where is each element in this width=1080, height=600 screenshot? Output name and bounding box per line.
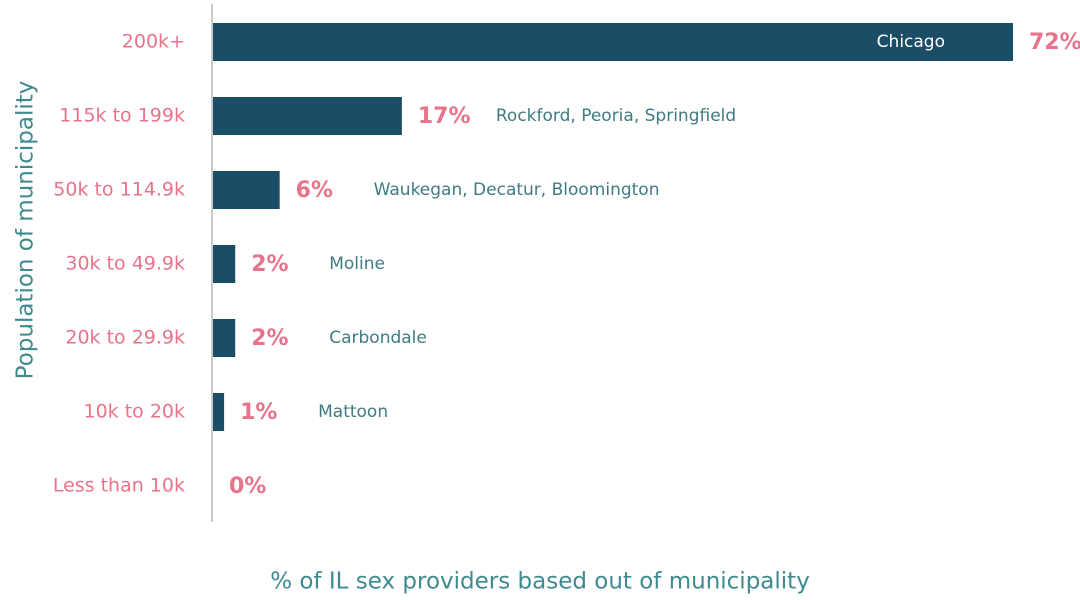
value-label: 6%	[296, 178, 333, 203]
y-tick-label: 20k to 29.9k	[65, 327, 185, 349]
y-tick-label: 10k to 20k	[83, 401, 185, 423]
value-label: 2%	[251, 252, 288, 277]
x-axis-title: % of IL sex providers based out of munic…	[270, 569, 810, 595]
y-tick-label: 30k to 49.9k	[65, 253, 185, 275]
annotation: Carbondale	[329, 328, 427, 348]
value-label: 2%	[251, 326, 288, 351]
value-label: 0%	[229, 474, 266, 499]
annotation: Waukegan, Decatur, Bloomington	[374, 180, 660, 200]
y-tick-label: 115k to 199k	[59, 105, 185, 127]
bar	[213, 319, 236, 357]
bar	[213, 245, 236, 283]
y-tick-label: 200k+	[122, 31, 185, 53]
bar	[213, 23, 1013, 61]
y-axis-title: Population of municipality	[13, 81, 39, 380]
annotation: Moline	[329, 254, 385, 274]
annotation: Rockford, Peoria, Springfield	[496, 106, 736, 126]
annotation: Mattoon	[318, 402, 388, 422]
bar	[213, 171, 280, 209]
y-tick-label: 50k to 114.9k	[53, 179, 185, 201]
bar	[213, 97, 402, 135]
value-label: 72%	[1029, 30, 1080, 55]
bar	[213, 393, 225, 431]
y-tick-label: Less than 10k	[53, 475, 185, 497]
annotation: Chicago	[877, 32, 945, 52]
value-label: 1%	[240, 400, 277, 425]
value-label: 17%	[418, 104, 471, 129]
